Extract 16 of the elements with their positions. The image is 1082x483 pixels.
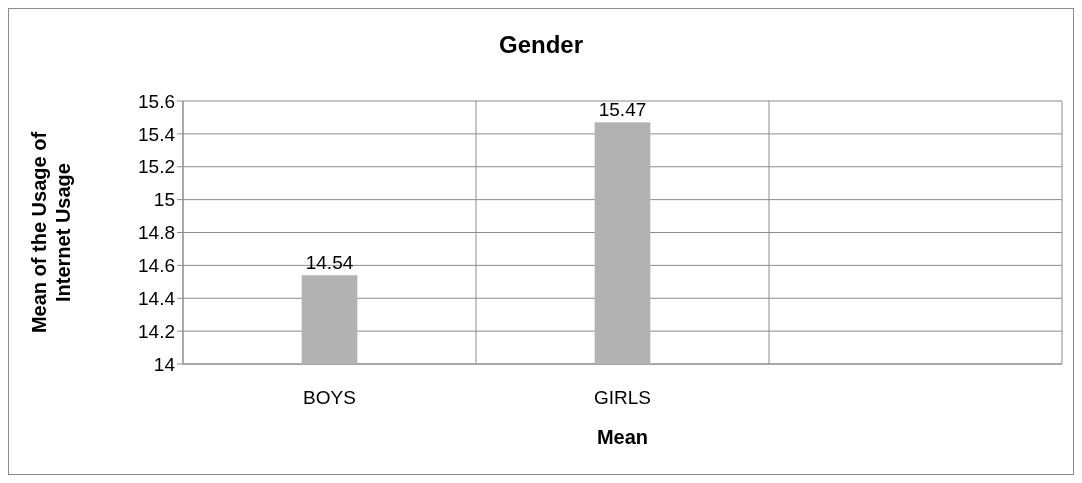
y-tick-label: 15.2 <box>138 156 175 178</box>
x-tick-label: GIRLS <box>593 387 652 408</box>
y-axis-title: Mean of the Usage of Internet Usage <box>28 131 74 334</box>
y-tick-label: 14.6 <box>138 255 175 277</box>
y-tick-label: 14.8 <box>138 222 175 244</box>
data-label: 15.47 <box>598 99 647 121</box>
y-tick-label: 15.6 <box>138 90 175 112</box>
y-tick-label: 14 <box>153 353 176 375</box>
y-tick-label: 14.4 <box>138 287 176 309</box>
x-tick-label: BOYS <box>303 387 356 408</box>
y-tick-label: 15 <box>153 189 175 211</box>
y-tick-label: 15.4 <box>138 123 176 145</box>
data-label: 14.54 <box>305 252 354 274</box>
x-axis-title: Mean <box>596 426 649 448</box>
y-tick-label: 14.2 <box>138 320 175 342</box>
chart-title: Gender <box>498 31 584 58</box>
